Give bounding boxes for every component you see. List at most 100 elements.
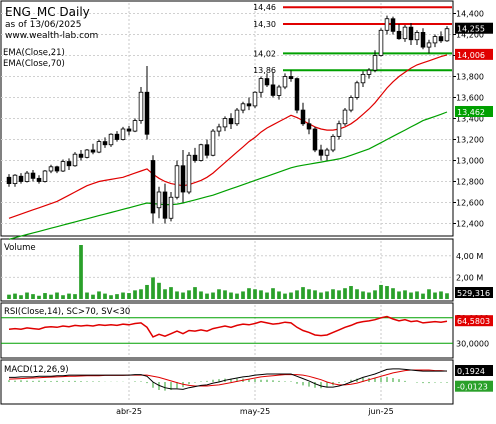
candle-body xyxy=(300,109,306,125)
candle-body xyxy=(432,36,438,44)
candle-body xyxy=(96,141,102,153)
volume-bar xyxy=(223,290,227,299)
volume-bar xyxy=(109,295,113,299)
volume-bar xyxy=(145,284,149,299)
volume-value-tag-bg xyxy=(455,287,493,298)
volume-bar xyxy=(235,293,239,299)
legend-ema70: EMA(Close,70) xyxy=(3,59,65,69)
price-value-tag: 14,255 xyxy=(457,25,485,34)
candle-body xyxy=(378,29,384,56)
volume-bar xyxy=(385,286,389,299)
price-tick-label: 14,400 xyxy=(456,10,484,19)
volume-bar xyxy=(115,294,119,299)
volume-bar xyxy=(445,293,449,299)
volume-bar xyxy=(253,289,257,299)
candle-body xyxy=(162,191,168,219)
rsi-pane-frame xyxy=(0,302,454,359)
price-value-tag-bg xyxy=(455,105,493,117)
ema70-line xyxy=(8,111,448,240)
macd-label: MACD(12,26,9) xyxy=(4,365,69,375)
x-tick-label: abr-25 xyxy=(116,407,142,416)
macd-signal-line xyxy=(8,369,448,387)
candlesticks xyxy=(6,15,450,224)
volume-bar xyxy=(241,291,245,299)
candle-body xyxy=(336,123,342,137)
candle-body xyxy=(138,91,144,122)
candle-body xyxy=(6,176,12,185)
rsi-label: RSI(Close,14), SC>70, SV<30 xyxy=(4,307,130,317)
candle-body xyxy=(390,18,396,32)
volume-label: Volume xyxy=(4,243,36,253)
candle-body xyxy=(222,118,228,128)
candle-body xyxy=(48,166,54,172)
x-axis-ticks: abr-25 may-25 jun-25 xyxy=(116,407,394,416)
volume-bar xyxy=(127,293,131,299)
macd-value-tag-bg xyxy=(455,365,493,377)
candle-body xyxy=(438,36,444,42)
volume-bar xyxy=(331,289,335,299)
level-label: 13,86 xyxy=(253,66,276,75)
candle-body xyxy=(114,133,120,140)
candle-body xyxy=(78,153,84,158)
level-label: 14,02 xyxy=(253,49,276,58)
candle-body xyxy=(312,128,318,151)
candle-body xyxy=(120,128,126,140)
candle-body xyxy=(330,135,336,151)
candle-body xyxy=(348,97,354,111)
candle-body xyxy=(240,103,246,111)
volume-bar xyxy=(325,291,329,299)
candle-body xyxy=(306,123,312,130)
volume-bars xyxy=(7,245,449,299)
candle-body xyxy=(198,144,204,161)
volume-bar xyxy=(319,292,323,299)
price-tick-label: 12,400 xyxy=(456,220,484,229)
candle-body xyxy=(216,126,222,132)
price-tick-label: 13,000 xyxy=(456,157,484,166)
volume-bar xyxy=(85,292,89,299)
candle-body xyxy=(264,78,270,86)
volume-bar xyxy=(151,277,155,299)
candle-body xyxy=(84,149,90,158)
candle-body xyxy=(90,149,96,153)
volume-tick-label: 2,00 M xyxy=(456,273,483,282)
candle-body xyxy=(366,69,372,75)
volume-bar xyxy=(337,290,341,299)
volume-bar xyxy=(49,294,53,299)
candle-body xyxy=(354,82,360,98)
legend-ema21: EMA(Close,21) xyxy=(3,48,65,58)
candle-body xyxy=(30,172,36,179)
candle-body xyxy=(24,172,30,182)
volume-bar xyxy=(19,295,23,299)
volume-bar xyxy=(391,288,395,299)
price-tick-label: 13,200 xyxy=(456,136,484,145)
volume-bar xyxy=(379,284,383,299)
rsi-value-tag: 64,5803 xyxy=(457,317,490,326)
price-tick-label: 13,600 xyxy=(456,94,484,103)
volume-bar xyxy=(247,288,251,299)
macd-hist-value-tag-bg xyxy=(455,380,493,392)
candle-body xyxy=(192,154,198,161)
volume-bar xyxy=(187,290,191,299)
candle-body xyxy=(66,161,72,167)
candle-body xyxy=(126,128,132,132)
volume-tick-label: 4,00 M xyxy=(456,252,483,261)
last-value-tags: 14,255 14,006 13,462 529,316 64,5803 0,1924 -0… xyxy=(455,22,493,392)
price-value-tag-bg xyxy=(455,22,493,34)
volume-bar xyxy=(301,287,305,299)
volume-bar xyxy=(265,292,269,299)
volume-bar xyxy=(25,292,29,299)
macd-pane-frame xyxy=(0,359,454,405)
volume-bar xyxy=(373,290,377,299)
volume-bar xyxy=(7,294,11,299)
candle-body xyxy=(156,191,162,209)
volume-bar xyxy=(61,295,65,299)
candle-body xyxy=(186,154,192,193)
candle-body xyxy=(372,55,378,71)
candle-body xyxy=(324,149,330,156)
candle-body xyxy=(18,175,24,182)
rsi-line xyxy=(8,315,448,338)
volume-bar xyxy=(427,289,431,299)
level-label: 14,46 xyxy=(253,3,276,12)
candle-body xyxy=(150,160,156,214)
